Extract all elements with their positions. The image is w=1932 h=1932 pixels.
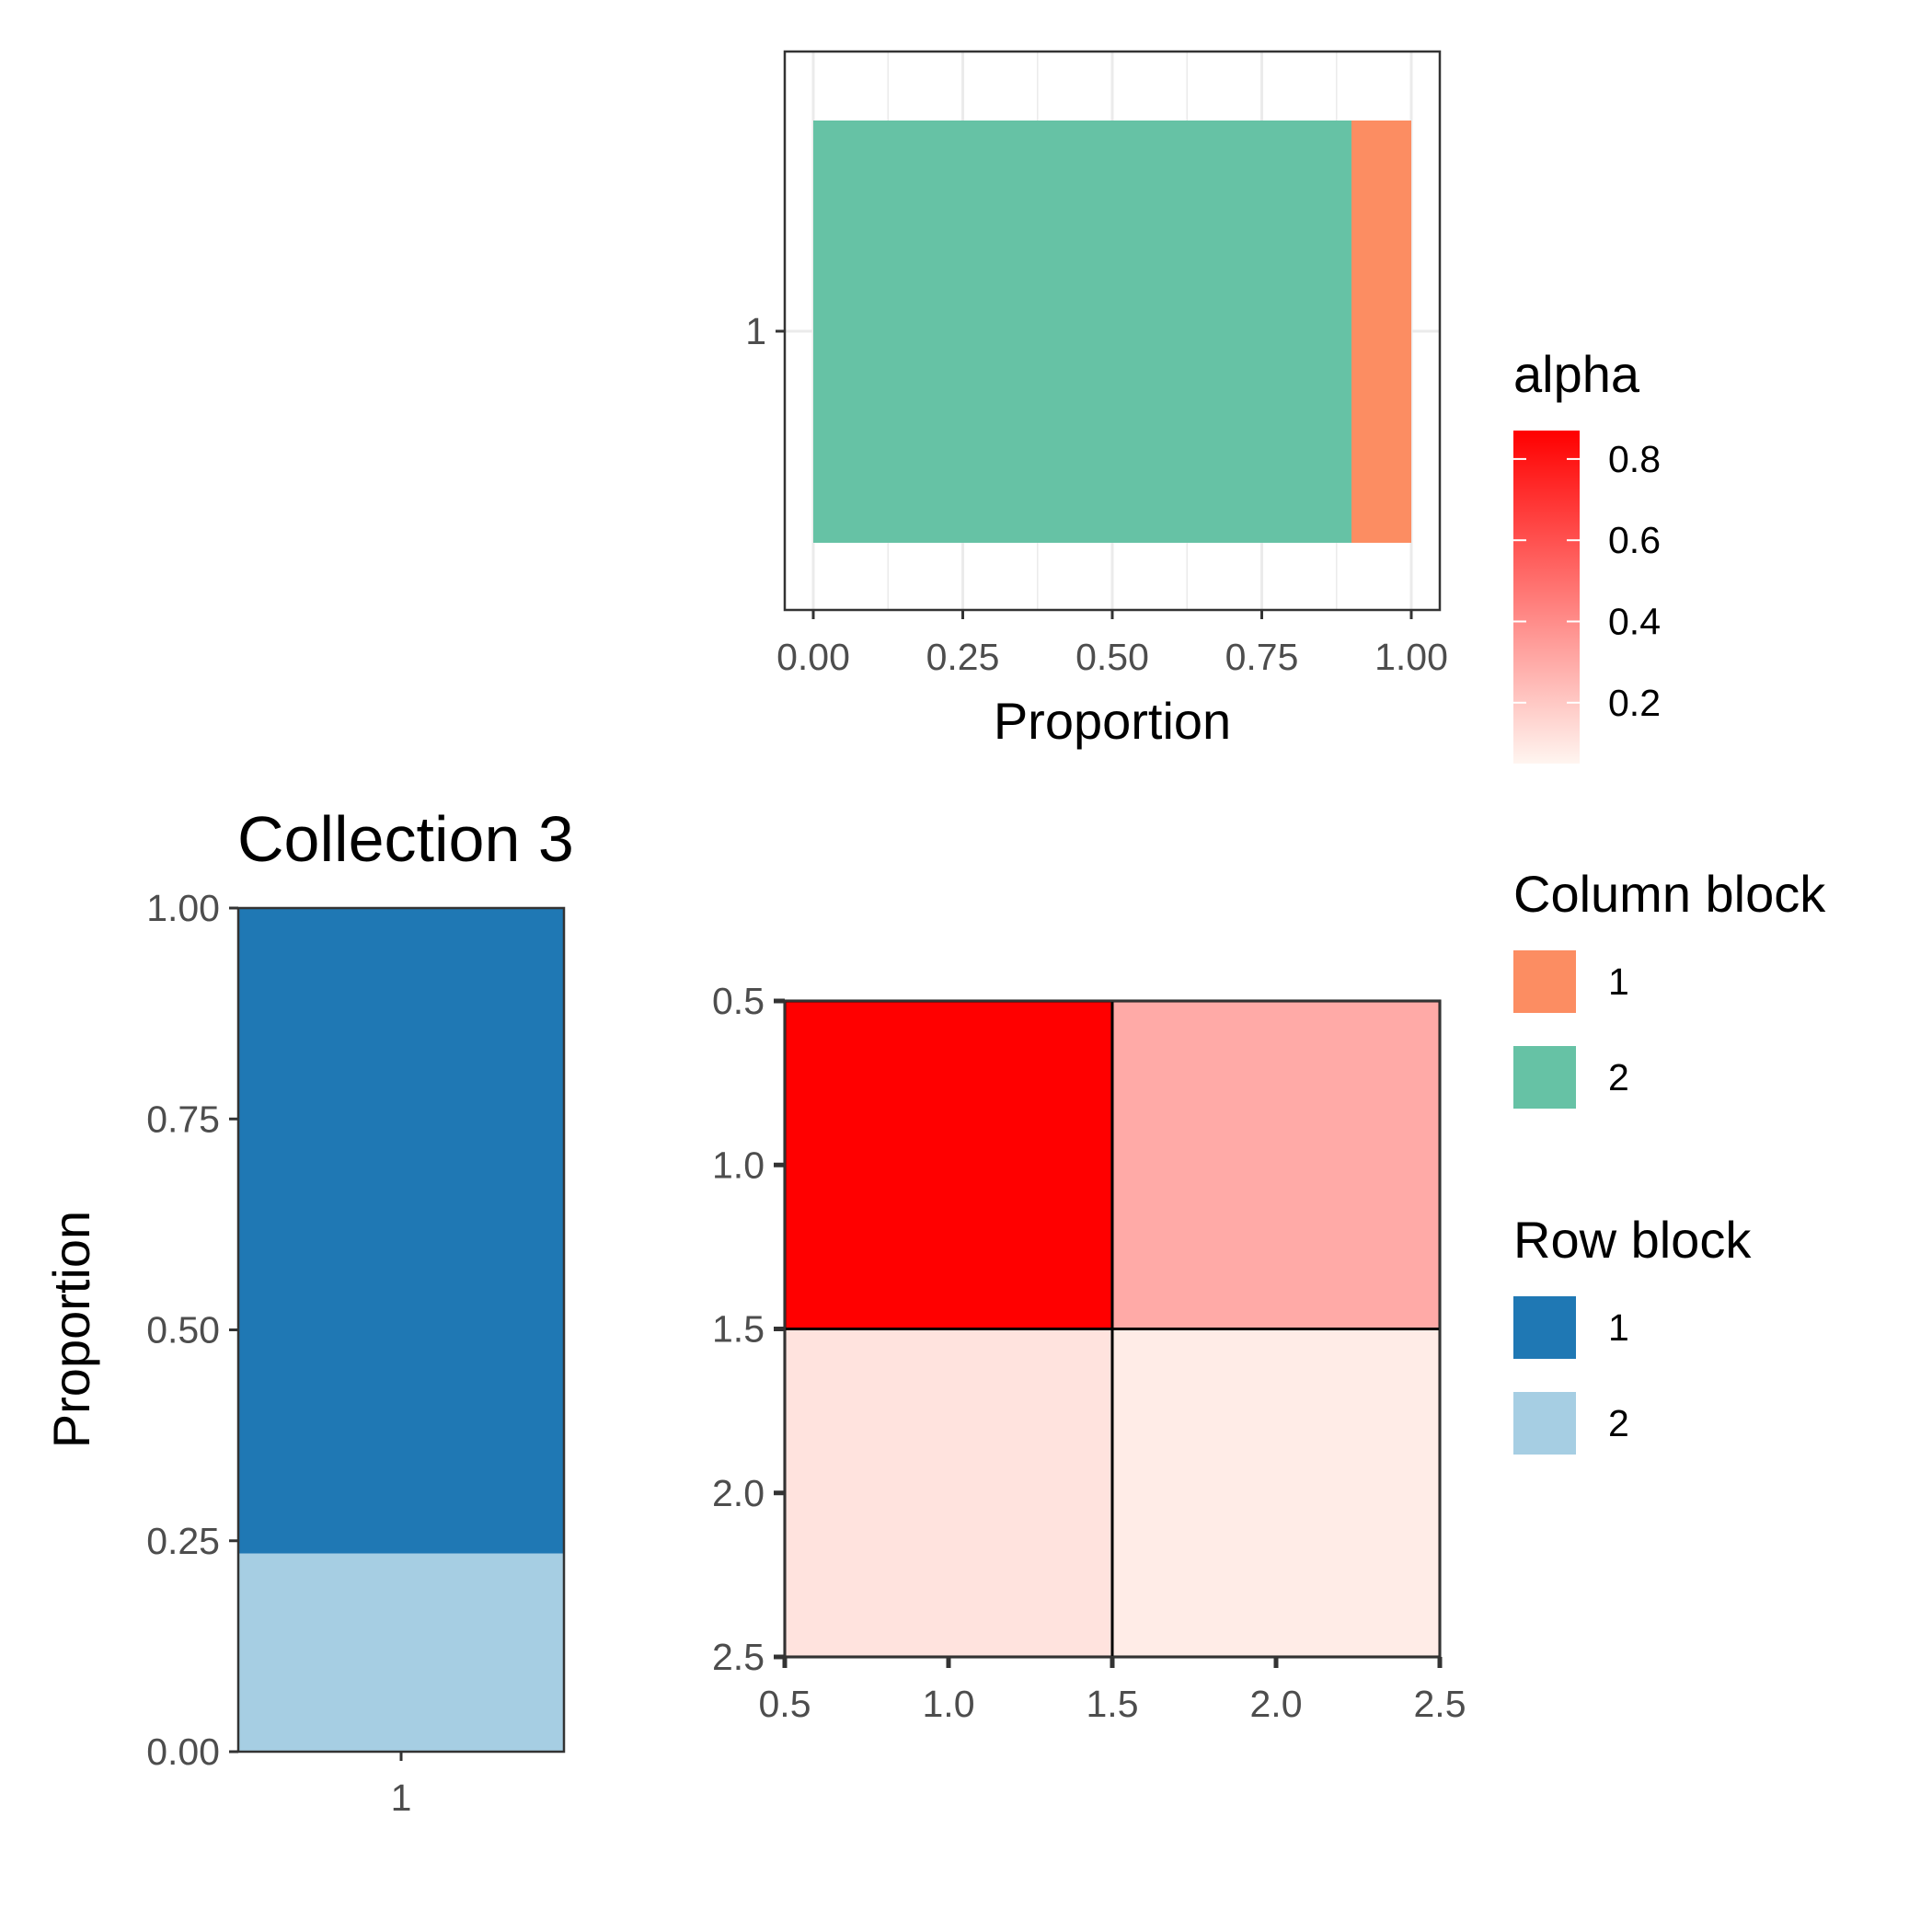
collection-y-tick-label: 1.00 [146,887,220,929]
row-block-legend-title: Row block [1513,1211,1752,1269]
heatmap-cells [783,999,1442,1659]
collection-y-tick-label: 0.50 [146,1309,220,1351]
collection-plot-title: Collection 3 [237,803,574,875]
collection-y-tick-label: 0.25 [146,1520,220,1562]
collection-x-ticks: 1 [391,1752,412,1819]
alpha-colorbar [1513,431,1580,764]
top-bars [813,121,1411,543]
heatmap-y-tick-label: 1.0 [712,1144,765,1186]
alpha-colorbar-tick-label: 0.6 [1608,519,1661,561]
column_block-legend-label: 2 [1608,1056,1629,1098]
row-block-legend-items: 12 [1513,1296,1629,1455]
heatmap-x-ticks: 0.5 1.0 1.5 2.0 2.5 [759,1657,1466,1725]
heatmap-chart: 0.5 1.0 1.5 2.0 2.5 0.5 1.0 1.5 2.0 2.5 [712,980,1466,1725]
alpha-colorbar-tick-label: 0.4 [1608,600,1661,642]
column-block-legend: Column block 12 [1513,865,1826,1109]
heatmap-y-tick-label: 0.5 [712,980,765,1022]
heatmap-x-tick-label: 2.5 [1414,1683,1466,1725]
collection-y-ticks: 0.00 0.25 0.50 0.75 1.00 [146,887,238,1773]
top-x-tick-label: 0.25 [926,636,1000,678]
top-x-tick-label: 1.00 [1374,636,1448,678]
alpha-colorbar-ticks: 0.8 0.6 0.4 0.2 [1513,438,1661,724]
top-x-tick-label: 0.75 [1225,636,1299,678]
heatmap-x-tick-label: 1.5 [1087,1683,1139,1725]
column_block-legend-swatch-2 [1513,1046,1576,1109]
top-x-tick-label: 0.50 [1075,636,1149,678]
collection-bar-segment-2 [238,1553,564,1752]
heatmap-y-tick-label: 1.5 [712,1308,765,1351]
top-x-axis-title: Proportion [994,692,1231,750]
alpha-colorbar-tick-label: 0.8 [1608,438,1661,480]
top-bar-segment-2 [813,121,1351,543]
heatmap-x-tick-label: 0.5 [759,1683,811,1725]
heatmap-cell [1110,999,1442,1330]
top-x-ticks: 0.00 0.25 0.50 0.75 1.00 [776,610,1448,678]
collection-x-tick-label: 1 [391,1777,412,1819]
row-block-legend: Row block 12 [1513,1211,1752,1455]
heatmap-y-tick-label: 2.5 [712,1636,765,1678]
column_block-legend-swatch-1 [1513,950,1576,1013]
column-block-legend-title: Column block [1513,865,1826,923]
alpha-legend: alpha 0.8 0.6 0.4 0.2 [1513,345,1661,764]
heatmap-cell [783,999,1114,1330]
row_block-legend-label: 2 [1608,1402,1629,1444]
collection-y-axis-title: Proportion [42,1211,100,1448]
heatmap-cell [783,1328,1114,1659]
top-bar-segment-1 [1351,121,1411,543]
column_block-legend-label: 1 [1608,960,1629,1003]
top-x-tick-label: 0.00 [776,636,850,678]
alpha-legend-title: alpha [1513,345,1640,403]
collection-bar-segment-1 [238,908,564,1554]
collection-bar-chart: Collection 3 0.00 0.25 0.50 0.75 1.00 1 Prop… [42,803,574,1819]
heatmap-x-tick-label: 2.0 [1250,1683,1303,1725]
collection-y-tick-label: 0.00 [146,1731,220,1773]
row_block-legend-label: 1 [1608,1306,1629,1349]
top-bar-chart: 0.00 0.25 0.50 0.75 1.00 1 Proportion [745,50,1448,750]
column-block-legend-items: 12 [1513,950,1629,1109]
heatmap-y-tick-label: 2.0 [712,1472,765,1514]
collection-bars [238,908,564,1752]
top-y-ticks: 1 [745,310,785,352]
alpha-colorbar-tick-label: 0.2 [1608,682,1661,724]
heatmap-x-tick-label: 1.0 [923,1683,975,1725]
row_block-legend-swatch-2 [1513,1392,1576,1455]
heatmap-y-ticks: 0.5 1.0 1.5 2.0 2.5 [712,980,785,1678]
collection-y-tick-label: 0.75 [146,1098,220,1140]
heatmap-cell [1110,1328,1442,1659]
top-y-tick-label: 1 [745,310,766,352]
row_block-legend-swatch-1 [1513,1296,1576,1359]
